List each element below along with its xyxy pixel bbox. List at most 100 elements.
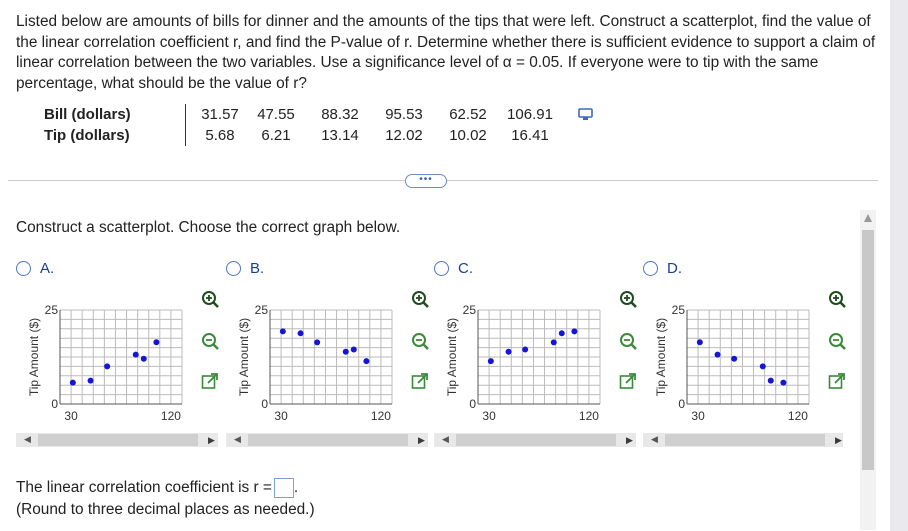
x-tick-label: 120 xyxy=(371,409,391,423)
scroll-left-icon[interactable]: ◀ xyxy=(651,434,658,444)
scroll-left-icon[interactable]: ◀ xyxy=(234,434,241,444)
data-point xyxy=(780,379,787,386)
option-d-radio[interactable] xyxy=(643,261,658,276)
copy-table-icon[interactable] xyxy=(578,108,594,122)
x-tick-label: 120 xyxy=(161,409,181,423)
zoom-out-icon[interactable] xyxy=(411,332,429,350)
option-c-radio[interactable] xyxy=(434,261,449,276)
zoom-in-icon[interactable] xyxy=(201,290,219,308)
data-point xyxy=(297,330,304,337)
option-d: D. 25 0 30 120 Tip Amount ($) ◀ ▶ xyxy=(643,258,853,458)
scrollbar-thumb[interactable] xyxy=(862,230,874,470)
data-table: Bill (dollars) 31.57 47.55 88.32 95.53 6… xyxy=(44,104,560,146)
result-line: The linear correlation coefficient is r … xyxy=(16,478,298,498)
option-b-label: B. xyxy=(250,260,265,277)
scroll-left-icon[interactable]: ◀ xyxy=(442,434,449,444)
scatterplot-d: 25 0 30 120 Tip Amount ($) xyxy=(654,303,810,423)
scroll-left-icon[interactable]: ◀ xyxy=(24,434,31,444)
option-b: B. 25 0 30 120 Tip Amount ($) ◀ ▶ xyxy=(226,258,436,458)
x-tick-label: 120 xyxy=(788,409,808,423)
tip-value: 5.68 xyxy=(205,127,235,144)
open-in-new-icon[interactable] xyxy=(828,372,846,390)
data-point xyxy=(550,339,557,346)
option-d-label: D. xyxy=(667,260,682,277)
data-point xyxy=(132,351,139,358)
option-c: C. 25 0 30 120 Tip Amount ($) ◀ ▶ xyxy=(434,258,644,458)
horizontal-scrollbar[interactable]: ◀ xyxy=(16,433,218,447)
tip-value: 12.02 xyxy=(385,127,423,144)
data-point xyxy=(87,377,94,384)
table-row: Tip (dollars) 5.68 6.21 13.14 12.02 10.0… xyxy=(44,125,560,146)
data-point xyxy=(759,363,766,370)
y-tick-label: 25 xyxy=(45,303,59,317)
data-point xyxy=(350,346,357,353)
horizontal-scrollbar[interactable]: ◀ xyxy=(643,433,843,447)
zoom-out-icon[interactable] xyxy=(619,332,637,350)
data-point xyxy=(767,377,774,384)
data-point xyxy=(342,348,349,355)
rounding-hint: (Round to three decimal places as needed… xyxy=(16,501,315,518)
scrollbar-thumb[interactable] xyxy=(248,434,408,446)
zoom-out-icon[interactable] xyxy=(201,332,219,350)
y-tick-label: 25 xyxy=(463,303,477,317)
horizontal-scrollbar[interactable]: ◀ xyxy=(226,433,428,447)
table-row: Bill (dollars) 31.57 47.55 88.32 95.53 6… xyxy=(44,104,560,125)
scrollbar-thumb[interactable] xyxy=(665,434,825,446)
window-scrollbar[interactable] xyxy=(890,0,908,531)
data-point xyxy=(153,339,160,346)
bill-value: 47.55 xyxy=(257,106,295,123)
scroll-up-icon[interactable] xyxy=(864,214,872,222)
data-point xyxy=(558,330,565,337)
scatterplot-c: 25 0 30 120 Tip Amount ($) xyxy=(445,303,601,423)
y-axis-label: Tip Amount ($) xyxy=(445,318,459,396)
result-period: . xyxy=(293,479,299,497)
y-axis-label: Tip Amount ($) xyxy=(654,318,668,396)
tip-value: 16.41 xyxy=(511,127,549,144)
scroll-right-icon[interactable]: ▶ xyxy=(418,435,425,445)
y-tick-label: 25 xyxy=(255,303,269,317)
open-in-new-icon[interactable] xyxy=(201,372,219,390)
more-button[interactable]: ••• xyxy=(405,174,447,188)
bill-value: 62.52 xyxy=(449,106,487,123)
y-tick-label: 0 xyxy=(678,397,685,411)
zoom-in-icon[interactable] xyxy=(619,290,637,308)
data-point xyxy=(714,351,721,358)
scatterplot-b: 25 0 30 120 Tip Amount ($) xyxy=(237,303,393,423)
prompt-text: Construct a scatterplot. Choose the corr… xyxy=(16,219,401,236)
tip-value: 6.21 xyxy=(261,127,291,144)
option-a: A. 25 0 30 120 Tip Amount ($) ◀ ▶ xyxy=(16,258,226,458)
open-in-new-icon[interactable] xyxy=(411,372,429,390)
r-answer-input[interactable] xyxy=(273,478,294,498)
data-point xyxy=(522,346,529,353)
bill-value: 31.57 xyxy=(201,106,239,123)
data-point xyxy=(104,363,111,370)
zoom-out-icon[interactable] xyxy=(828,332,846,350)
data-point xyxy=(314,339,321,346)
data-point xyxy=(731,355,738,362)
y-tick-label: 0 xyxy=(469,397,476,411)
x-tick-label: 120 xyxy=(579,409,599,423)
horizontal-scrollbar[interactable]: ◀ xyxy=(434,433,636,447)
bill-value: 106.91 xyxy=(507,106,553,123)
scroll-right-icon[interactable]: ▶ xyxy=(626,435,633,445)
x-tick-label: 30 xyxy=(691,409,705,423)
bill-value: 95.53 xyxy=(385,106,423,123)
data-point xyxy=(363,358,370,365)
data-point xyxy=(279,328,286,335)
tip-value: 10.02 xyxy=(449,127,487,144)
y-tick-label: 0 xyxy=(51,397,58,411)
open-in-new-icon[interactable] xyxy=(619,372,637,390)
option-b-radio[interactable] xyxy=(226,261,241,276)
x-tick-label: 30 xyxy=(64,409,78,423)
vertical-scrollbar[interactable] xyxy=(860,210,876,530)
scroll-right-icon[interactable]: ▶ xyxy=(835,435,842,445)
scrollbar-thumb[interactable] xyxy=(38,434,198,446)
y-tick-label: 0 xyxy=(261,397,268,411)
zoom-in-icon[interactable] xyxy=(411,290,429,308)
row-label-bill: Bill (dollars) xyxy=(44,106,131,123)
option-c-label: C. xyxy=(458,260,473,277)
option-a-radio[interactable] xyxy=(16,261,31,276)
scroll-right-icon[interactable]: ▶ xyxy=(208,435,215,445)
scrollbar-thumb[interactable] xyxy=(456,434,616,446)
zoom-in-icon[interactable] xyxy=(828,290,846,308)
